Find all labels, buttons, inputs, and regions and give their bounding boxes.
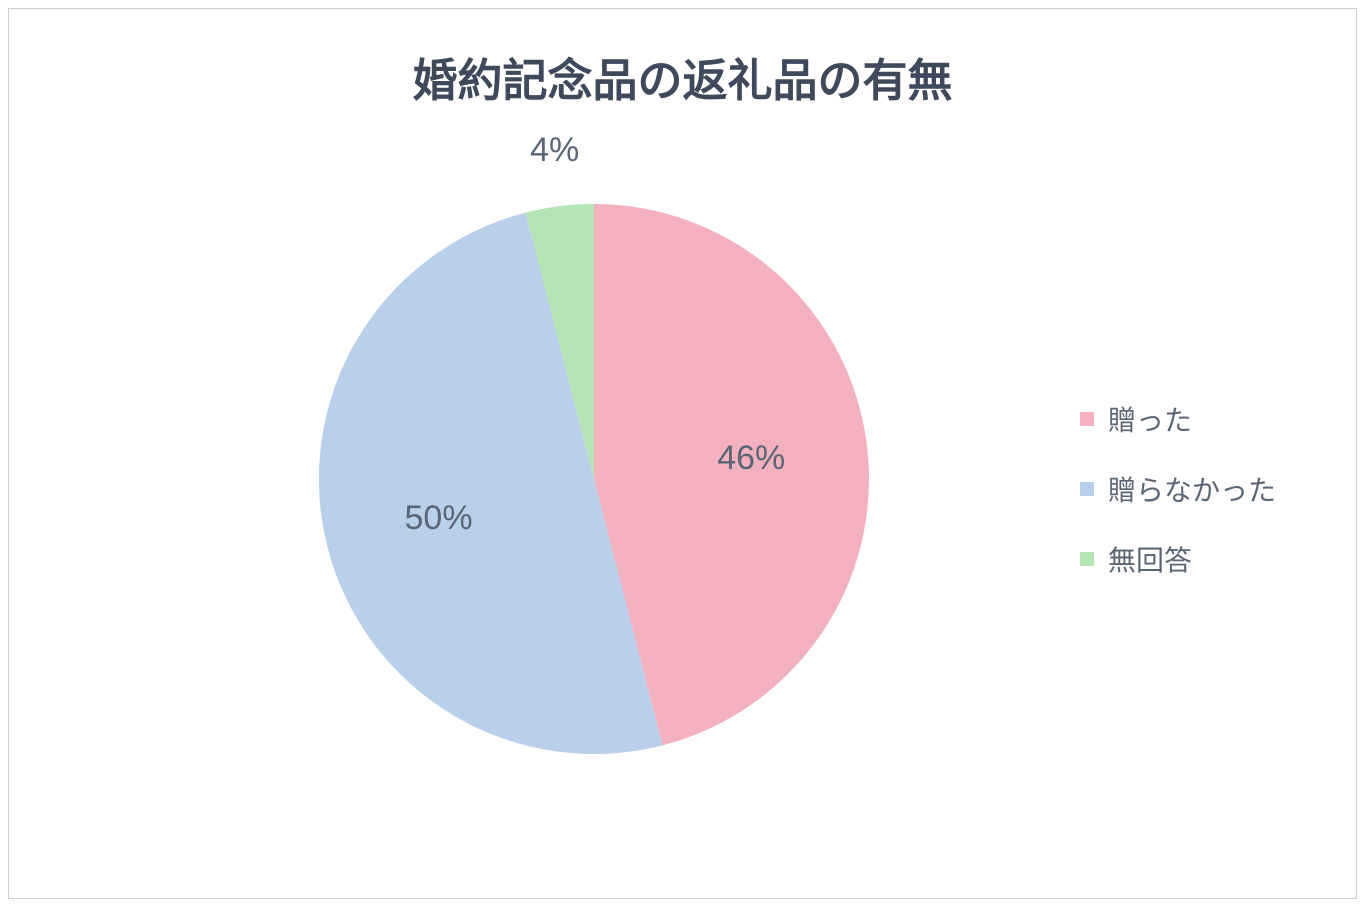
slice-label-0: 46% [717,439,785,478]
legend-item-0: 贈った [1080,399,1276,439]
legend-item-1: 贈らなかった [1080,469,1276,509]
chart-body: 46% 50% 4% 贈った贈らなかった無回答 [9,109,1356,878]
legend-swatch-1 [1080,482,1094,496]
legend-swatch-2 [1080,552,1094,566]
chart-container: 婚約記念品の返礼品の有無 46% 50% 4% 贈った贈らなかった無回答 [8,8,1357,899]
pie-svg [319,204,869,754]
legend: 贈った贈らなかった無回答 [1080,399,1276,609]
legend-item-2: 無回答 [1080,539,1276,579]
slice-label-1: 50% [405,499,473,538]
legend-label-1: 贈らなかった [1108,469,1276,509]
legend-label-0: 贈った [1108,399,1192,439]
legend-label-2: 無回答 [1108,539,1192,579]
pie-chart [319,204,869,759]
chart-title: 婚約記念品の返礼品の有無 [9,9,1356,109]
legend-swatch-0 [1080,412,1094,426]
slice-label-2: 4% [530,131,579,170]
